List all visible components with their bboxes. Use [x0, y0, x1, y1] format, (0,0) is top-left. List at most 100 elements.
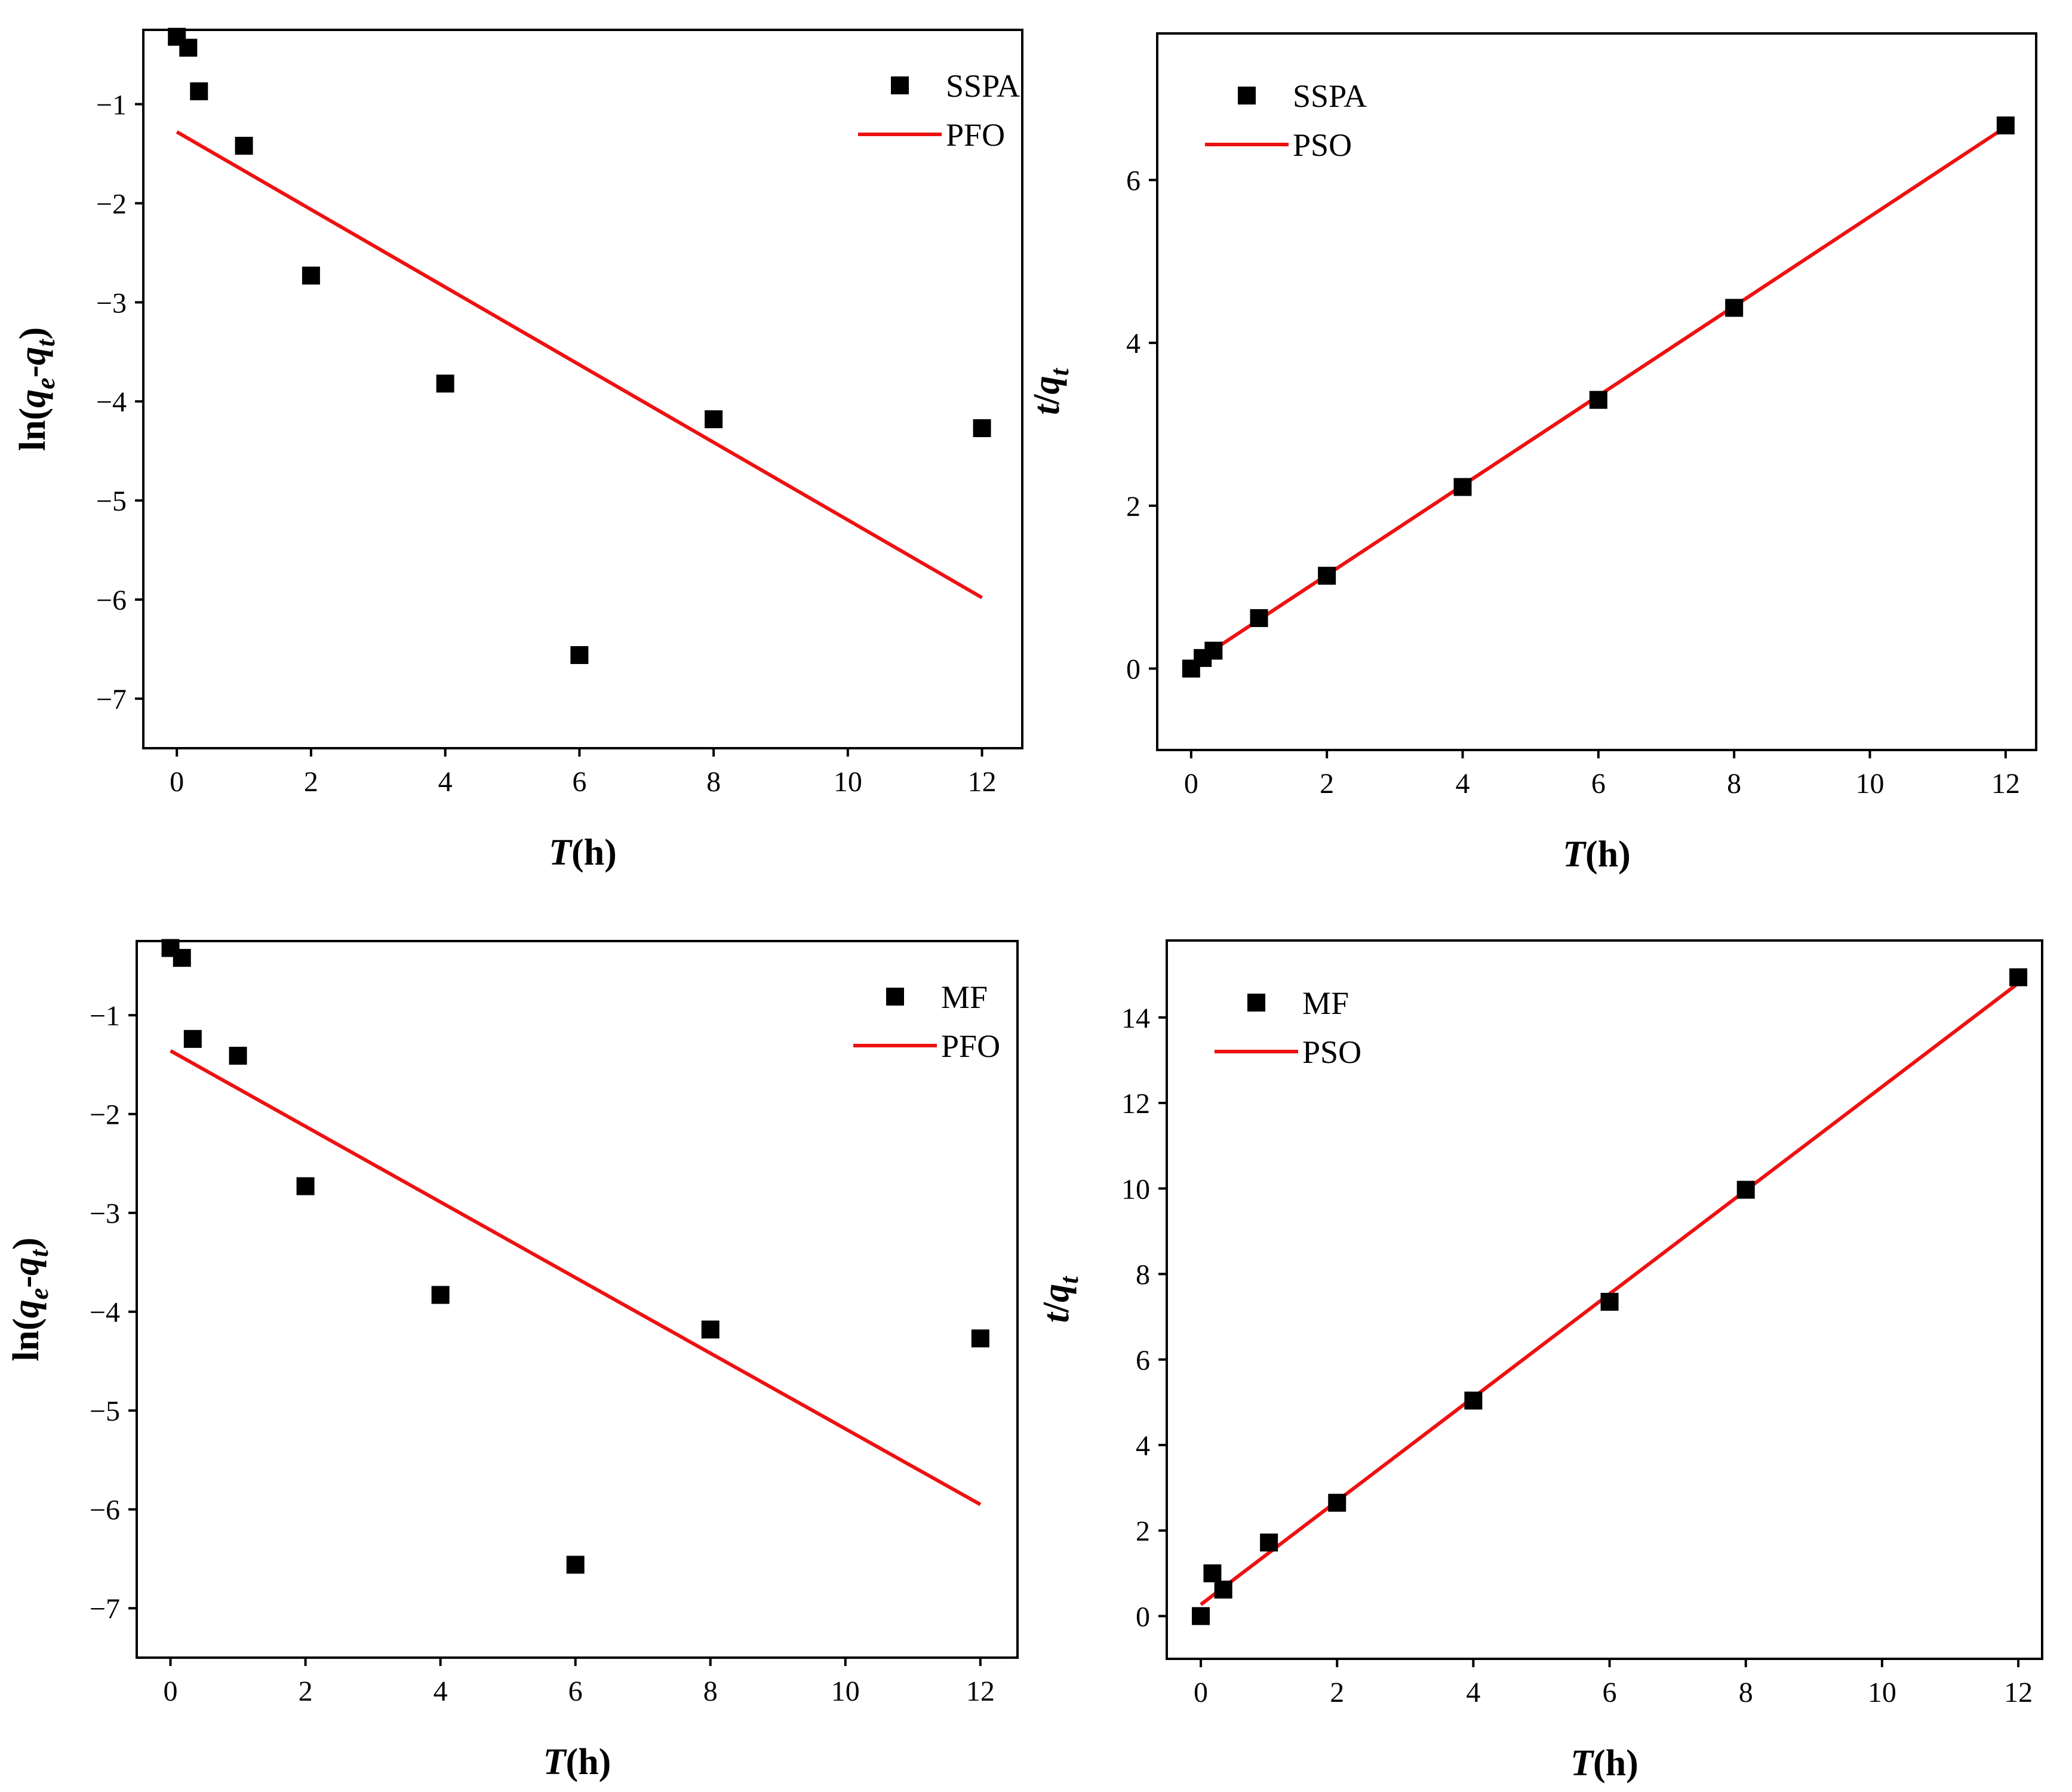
- data-point: [436, 374, 454, 393]
- y-tick-label: 2: [1126, 491, 1140, 522]
- y-tick-label: 12: [1121, 1088, 1150, 1120]
- data-point: [1260, 1533, 1278, 1552]
- x-tick-label: 6: [1591, 768, 1606, 800]
- x-tick-label: 12: [1991, 768, 2020, 800]
- x-tick-label: 8: [1739, 1677, 1753, 1708]
- y-tick-label: −7: [96, 684, 127, 715]
- y-tick-label: −2: [96, 188, 127, 220]
- y-tick-label: 0: [1126, 654, 1140, 686]
- y-axis-title-var1: t: [1026, 404, 1067, 415]
- x-tick-label: 6: [1603, 1677, 1617, 1708]
- data-point: [1589, 391, 1607, 409]
- legend-label-fit: PSO: [1302, 1034, 1361, 1070]
- data-point: [705, 410, 723, 429]
- legend-label-fit: PSO: [1293, 127, 1352, 163]
- legend: SSPA PFO: [858, 68, 1020, 153]
- data-point: [1192, 1607, 1210, 1625]
- x-axis-title: T(h): [1563, 834, 1631, 875]
- y-axis-title-sub2: t: [24, 1249, 54, 1257]
- x-axis-title: T(h): [549, 832, 617, 873]
- data-point: [1250, 609, 1268, 628]
- legend-marker: [891, 76, 909, 94]
- x-tick-label: 8: [706, 766, 721, 798]
- x-tick-label: 2: [299, 1676, 313, 1707]
- x-tick-label: 0: [164, 1676, 178, 1707]
- fit-line-pfo: [170, 1049, 982, 1507]
- y-tick-label: −7: [90, 1593, 120, 1625]
- x-tick-label: 4: [434, 1676, 448, 1707]
- y-tick-label: 6: [1126, 165, 1140, 196]
- y-axis-title-sub2: t: [1045, 367, 1074, 376]
- y-tick-label: −5: [90, 1396, 120, 1427]
- data-point: [2009, 968, 2028, 986]
- x-tick-label: 2: [304, 766, 318, 798]
- x-tick-label: 12: [966, 1676, 995, 1707]
- y-tick-label: −4: [96, 386, 127, 418]
- data-point: [973, 419, 991, 438]
- plot-frame: [1166, 939, 2043, 1660]
- x-tick-label: 8: [1727, 768, 1741, 800]
- legend-label-points: MF: [1302, 985, 1349, 1021]
- y-axis-title-sub1: e: [24, 1288, 54, 1300]
- x-axis-title-italic: T: [1570, 1743, 1594, 1784]
- y-axis-title-var2: q: [1026, 376, 1067, 394]
- legend: MF PFO: [853, 979, 1000, 1064]
- x-tick-label: 2: [1320, 768, 1334, 800]
- x-tick-label: 4: [438, 766, 453, 798]
- x-axis-title-unit: (h): [571, 832, 617, 873]
- y-axis-title-var1: q: [13, 389, 53, 408]
- chart-panel-top-left: 0 2 4 6 8 10 12−1−2−3−4−5−6−7T(h)ln(qe-qt)SSPA…: [13, 27, 1023, 873]
- y-axis-title-slash: /: [1026, 394, 1067, 405]
- data-point: [1318, 567, 1336, 585]
- data-point: [1725, 299, 1744, 317]
- legend-marker: [1247, 994, 1265, 1012]
- y-tick-label: −5: [96, 485, 127, 517]
- y-axis-title: ln(qe-qt): [6, 1237, 54, 1361]
- y-axis-title-suffix: ): [6, 1237, 47, 1250]
- data-point: [1203, 1564, 1222, 1582]
- x-axis-title: T(h): [543, 1742, 611, 1782]
- y-axis-title-var2: q: [13, 347, 53, 365]
- legend: MF PSO: [1215, 985, 1361, 1070]
- y-tick-label: 6: [1136, 1345, 1150, 1376]
- y-axis-title-var2: q: [1036, 1284, 1077, 1302]
- y-axis-title-prefix: ln(: [6, 1318, 47, 1361]
- x-tick-label: 10: [834, 766, 862, 798]
- y-tick-label: 14: [1121, 1003, 1150, 1034]
- x-tick-label: 10: [1856, 768, 1885, 800]
- y-tick-label: −1: [90, 1000, 120, 1032]
- x-axis-title-unit: (h): [1585, 834, 1631, 875]
- y-tick-label: −3: [96, 287, 127, 319]
- legend-marker: [1238, 87, 1256, 104]
- data-point: [183, 1029, 202, 1048]
- y-tick-label: −2: [90, 1099, 120, 1131]
- legend-label-points: SSPA: [1293, 78, 1367, 114]
- x-tick-label: 0: [1194, 1677, 1208, 1708]
- x-tick-label: 2: [1330, 1677, 1344, 1708]
- x-axis-title-italic: T: [543, 1742, 567, 1782]
- data-point: [701, 1320, 720, 1339]
- y-axis-title: t/qt: [1036, 1275, 1084, 1323]
- y-tick-label: −4: [90, 1297, 120, 1329]
- chart-panel-bottom-left: 0 2 4 6 8 10 12−1−2−3−4−5−6−7T(h)ln(qe-qt)MFPF…: [6, 939, 1019, 1782]
- y-axis-title-sub2: t: [31, 339, 60, 347]
- data-point: [1328, 1493, 1347, 1512]
- x-tick-label: 0: [1184, 768, 1198, 800]
- y-axis-title-var1: t: [1036, 1311, 1077, 1323]
- fit-line-pfo: [176, 130, 983, 600]
- x-tick-label: 4: [1456, 768, 1470, 800]
- legend-label-fit: PFO: [946, 117, 1005, 153]
- data-point: [179, 38, 198, 57]
- y-axis-title-dash: -: [6, 1275, 47, 1288]
- y-tick-label: 2: [1136, 1516, 1150, 1547]
- plot-frame: [142, 29, 1023, 749]
- y-tick-label: −3: [90, 1198, 120, 1229]
- data-point: [566, 1556, 585, 1574]
- data-point: [173, 949, 191, 967]
- y-axis-title: ln(qe-qt): [13, 327, 60, 451]
- y-tick-label: 10: [1121, 1173, 1150, 1205]
- x-tick-label: 4: [1466, 1677, 1480, 1708]
